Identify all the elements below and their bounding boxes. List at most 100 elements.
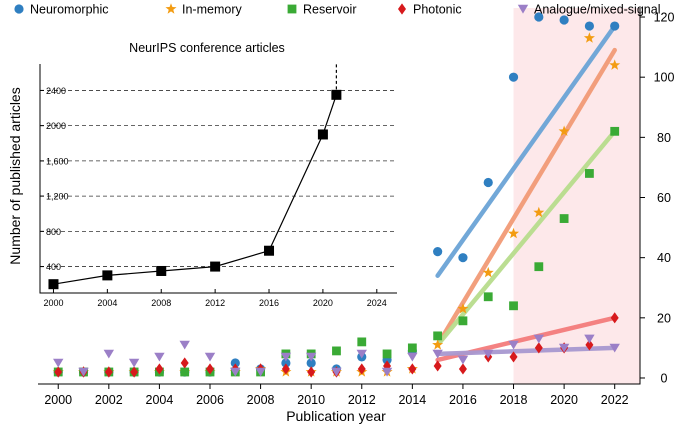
- series-analogue-mixed-signal: [53, 334, 620, 377]
- point-photonic: [281, 363, 290, 375]
- point-in-memory: [609, 59, 621, 70]
- legend-label-reservoir: Reservoir: [303, 3, 357, 17]
- point-analogue-mixed-signal: [204, 352, 216, 362]
- point-reservoir: [509, 301, 518, 311]
- trend-lines: [435, 23, 617, 363]
- point-reservoir: [483, 292, 493, 302]
- point-analogue-mixed-signal: [381, 367, 393, 377]
- x-tick-label: 2016: [449, 393, 477, 407]
- x-tick-label: 2020: [550, 393, 578, 407]
- y-tick-label: 80: [657, 131, 671, 145]
- legend-marker-analogue-mixed-signal: [517, 4, 529, 14]
- point-neuromorphic: [610, 21, 620, 31]
- point-photonic: [610, 312, 619, 324]
- point-neuromorphic: [433, 247, 443, 257]
- point-analogue-mixed-signal: [483, 349, 494, 359]
- inset-chart: NeurIPS conference articles 2000 2004 2008…: [30, 35, 430, 325]
- inset-y-tick-label: 2000: [46, 121, 66, 131]
- inset-y-tick-label: 1,200: [46, 192, 69, 202]
- y-tick-label: 100: [654, 71, 675, 85]
- inset-x-tick-label: 2000: [43, 298, 63, 308]
- point-analogue-mixed-signal: [230, 367, 241, 377]
- inset-x-tick-label: 2012: [205, 298, 225, 308]
- inset-point: [331, 89, 342, 100]
- y-tick-label: 60: [657, 191, 671, 205]
- point-neuromorphic: [306, 358, 316, 368]
- legend-label-in-memory: In-memory: [182, 3, 242, 17]
- legend-label-photonic: Photonic: [413, 3, 462, 17]
- inset-y-tick-label: 800: [46, 227, 61, 237]
- inset-background: [30, 35, 430, 325]
- inset-x-axis-ticks: 2000 2004 2008 2012 2016 2020 2024: [43, 289, 387, 308]
- point-reservoir: [357, 337, 367, 347]
- y-axis-ticks: 0 20 40 60 80 100 120: [640, 11, 675, 385]
- point-analogue-mixed-signal: [584, 334, 595, 344]
- point-photonic: [130, 366, 139, 378]
- inset-point: [156, 265, 167, 276]
- legend: Neuromorphic In-memory Reservoir Photonic An…: [14, 3, 660, 17]
- point-photonic: [408, 363, 417, 375]
- x-tick-label: 2004: [146, 393, 174, 407]
- point-reservoir: [332, 346, 341, 356]
- point-in-memory: [432, 339, 444, 350]
- point-photonic: [206, 363, 214, 375]
- point-analogue-mixed-signal: [609, 343, 620, 353]
- y-tick-label: 20: [657, 311, 671, 325]
- point-analogue-mixed-signal: [558, 343, 570, 353]
- point-in-memory: [508, 227, 520, 239]
- point-in-memory: [583, 32, 595, 43]
- highlight-region: [513, 8, 640, 384]
- legend-marker-reservoir: [287, 4, 297, 14]
- point-reservoir: [382, 349, 392, 359]
- y-tick-label: 40: [657, 251, 671, 265]
- point-analogue-mixed-signal: [280, 352, 292, 362]
- inset-x-tick-label: 2004: [97, 298, 117, 308]
- point-in-memory: [457, 303, 469, 314]
- inset-x-tick-label: 2008: [151, 298, 171, 308]
- trend-line-neuromorphic: [435, 23, 617, 278]
- point-photonic: [585, 339, 594, 351]
- point-analogue-mixed-signal: [331, 367, 342, 377]
- inset-point: [48, 279, 59, 290]
- inset-point: [264, 245, 275, 256]
- point-neuromorphic: [534, 12, 544, 22]
- point-photonic: [383, 360, 392, 372]
- x-tick-label: 2008: [247, 393, 275, 407]
- inset-x-tick-label: 2020: [313, 298, 333, 308]
- inset-axes-frame: [39, 64, 397, 294]
- point-photonic: [433, 360, 442, 372]
- point-analogue-mixed-signal: [533, 334, 545, 344]
- point-photonic: [534, 342, 543, 354]
- point-analogue-mixed-signal: [457, 355, 469, 365]
- point-neuromorphic: [483, 177, 493, 188]
- x-axis-label: Publication year: [286, 408, 386, 424]
- point-photonic: [54, 366, 63, 378]
- x-tick-label: 2018: [500, 393, 528, 407]
- inset-y-axis-ticks: 400 800 1,200 1,600 2000 2400: [40, 86, 69, 272]
- main-plot: 2000 2002 2004 2006 2008 2010 2012 2014 2016 2018…: [7, 8, 674, 424]
- point-analogue-mixed-signal: [255, 367, 266, 377]
- inset-point: [102, 270, 113, 281]
- point-photonic: [180, 357, 189, 369]
- point-analogue-mixed-signal: [432, 349, 443, 359]
- point-reservoir: [534, 262, 544, 272]
- point-neuromorphic: [508, 72, 519, 82]
- point-neuromorphic: [584, 21, 595, 31]
- point-reservoir: [458, 316, 468, 326]
- point-photonic: [509, 351, 518, 363]
- point-analogue-mixed-signal: [53, 358, 64, 368]
- point-analogue-mixed-signal: [407, 352, 418, 362]
- trend-line-in-memory: [435, 47, 617, 348]
- x-tick-label: 2014: [398, 393, 426, 407]
- main-axes-frame: [38, 8, 641, 385]
- inset-y-tick-label: 2400: [46, 86, 66, 96]
- point-analogue-mixed-signal: [128, 358, 140, 368]
- legend-label-analogue-mixed-signal: Analogue/mixed-signal: [534, 3, 660, 17]
- point-neuromorphic: [281, 358, 291, 368]
- inset-y-tick-label: 400: [46, 262, 61, 272]
- point-neuromorphic: [559, 15, 569, 25]
- legend-marker-neuromorphic: [14, 4, 24, 14]
- point-photonic: [307, 366, 316, 378]
- y-axis-label: Number of published articles: [7, 87, 23, 264]
